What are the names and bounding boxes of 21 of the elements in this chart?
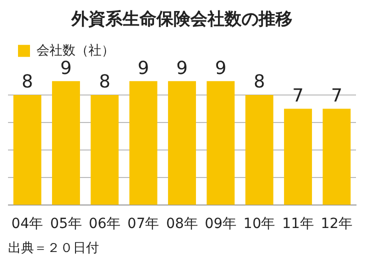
- data-label: 8: [22, 72, 34, 93]
- legend-label: 会社数（社）: [36, 43, 114, 58]
- source-note: 出典＝２０日付: [8, 240, 100, 257]
- x-tick-label: 08年: [166, 216, 198, 232]
- x-tick-label: 12年: [320, 216, 353, 232]
- x-tick-label: 04年: [11, 216, 44, 232]
- x-tick-label: 10年: [243, 216, 276, 232]
- data-label: 7: [292, 85, 304, 106]
- data-label: 9: [60, 58, 72, 79]
- data-label: 8: [254, 72, 266, 93]
- x-tick-label: 09年: [204, 216, 237, 232]
- x-tick-label: 05年: [50, 216, 82, 232]
- data-label: 7: [330, 85, 342, 106]
- data-label: 9: [176, 58, 188, 79]
- x-tick-label: 06年: [88, 216, 121, 232]
- chart-title: 外資系生命保険会社数の推移: [70, 10, 292, 30]
- data-label: 9: [138, 58, 150, 79]
- x-tick-label: 11年: [282, 216, 314, 232]
- data-label: 9: [214, 58, 226, 79]
- data-label: 8: [98, 72, 110, 93]
- x-tick-label: 07年: [127, 216, 160, 232]
